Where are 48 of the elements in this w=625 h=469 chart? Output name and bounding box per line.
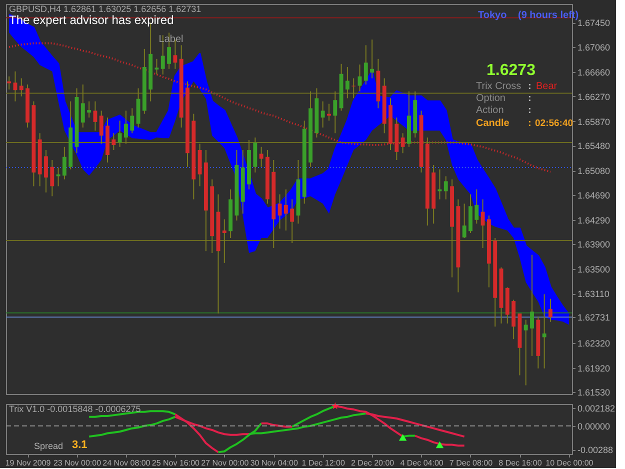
x-tick-label: 25 Nov 16:00	[152, 458, 200, 468]
x-tick-label: 24 Nov 08:00	[102, 458, 151, 468]
annotation: :	[528, 93, 532, 104]
y-tick-label: 1.61530	[578, 388, 610, 398]
y-tick-label: 1.61920	[578, 363, 610, 374]
y-tick-label: 1.65080	[578, 166, 610, 176]
annotation: Action	[476, 105, 504, 116]
x-tick-label: 7 Dec 08:00	[449, 458, 494, 468]
x-tick-label: 1 Dec 12:00	[302, 458, 346, 468]
y-tick-label: 1.66270	[578, 92, 610, 102]
y-tick-label: 1.67060	[578, 42, 610, 53]
y-tick-label: 1.63110	[578, 289, 610, 300]
x-tick-label: 23 Nov 00:00	[53, 458, 102, 468]
y-tick-label: 1.63500	[578, 264, 610, 275]
x-tick-label: 30 Nov 04:00	[250, 458, 298, 468]
x-tick-label: 10 Dec 00:00	[546, 458, 594, 468]
y-tick-label: -0.00288	[578, 445, 614, 456]
y-tick-label: 1.62731	[578, 312, 610, 323]
annotation: Option	[476, 93, 506, 104]
x-tick-label: 8 Dec 16:00	[498, 458, 542, 468]
annotation: 02:56:40	[535, 118, 574, 129]
y-tick-label: 1.62320	[578, 338, 610, 348]
annotation: 3.1	[72, 439, 88, 451]
y-tick-label: 1.64290	[578, 215, 610, 226]
y-tick-label: 1.65870	[578, 116, 610, 127]
x-tick-label: 27 Nov 00:00	[201, 458, 250, 468]
y-tick-label: 1.63900	[578, 240, 610, 250]
annotation: :	[528, 105, 532, 116]
y-tick-label: 1.64690	[578, 190, 610, 200]
y-tick-label: 0.002182	[578, 403, 616, 414]
annotation: Bear	[536, 81, 558, 92]
annotation: :	[528, 81, 532, 92]
x-tick-label: 4 Dec 04:00	[400, 458, 444, 468]
annotation: :	[528, 118, 532, 129]
y-tick-label: 1.67450	[578, 18, 610, 28]
annotation: Candle	[476, 118, 510, 129]
y-tick-label: 1.66660	[578, 68, 610, 78]
annotation: 1.6273	[486, 62, 536, 79]
y-tick-label: 1.65480	[578, 141, 610, 152]
annotation: (9 hours left)	[518, 10, 579, 21]
x-tick-label: 19 Nov 2009	[5, 458, 52, 468]
annotation: Tokyo	[478, 10, 507, 21]
annotation: Spread	[34, 441, 64, 451]
x-tick-label: 2 Dec 20:00	[350, 458, 395, 468]
chart-title: Trix V1.0 -0.0015848 -0.0006275	[9, 404, 141, 414]
y-tick-label: 0.00000	[578, 421, 610, 432]
annotation: Trix Cross	[476, 81, 522, 92]
chart-title: GBPUSD,H4 1.62861 1.63025 1.62656 1.62731	[9, 4, 202, 14]
